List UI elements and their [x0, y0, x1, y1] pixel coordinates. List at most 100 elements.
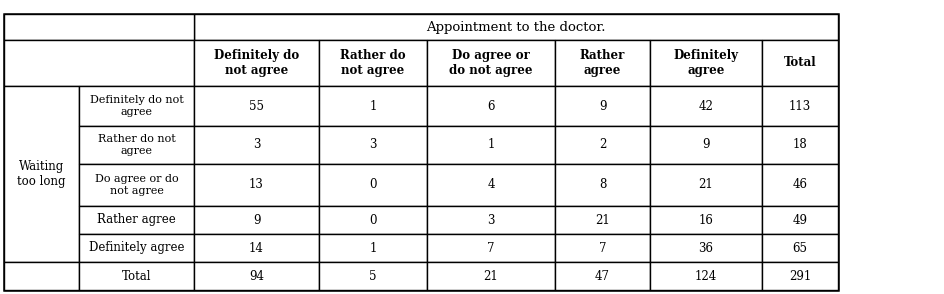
Bar	[319, 206, 427, 234]
Bar	[650, 262, 762, 290]
Text: 9: 9	[702, 138, 710, 151]
Bar	[319, 86, 427, 126]
Text: 47: 47	[595, 270, 610, 283]
Text: Rather do not
agree: Rather do not agree	[97, 134, 176, 156]
Text: 46: 46	[793, 178, 807, 191]
Bar	[650, 126, 762, 164]
Bar	[79, 206, 194, 234]
Text: 7: 7	[487, 241, 495, 255]
Bar	[762, 206, 838, 234]
Text: Definitely do not
agree: Definitely do not agree	[90, 95, 183, 117]
Text: 1: 1	[369, 99, 377, 113]
Bar	[555, 206, 650, 234]
Bar	[194, 234, 319, 262]
Bar	[762, 164, 838, 206]
Bar	[194, 40, 319, 86]
Text: 3: 3	[369, 138, 377, 151]
Text: 55: 55	[249, 99, 264, 113]
Bar	[79, 262, 194, 290]
Bar	[79, 126, 194, 164]
Bar	[79, 86, 194, 126]
Text: 21: 21	[699, 178, 714, 191]
Text: 16: 16	[699, 213, 714, 226]
Text: 2: 2	[598, 138, 606, 151]
Text: Definitely
agree: Definitely agree	[673, 49, 738, 77]
Text: Do agree or do
not agree: Do agree or do not agree	[94, 174, 178, 196]
Bar	[427, 40, 555, 86]
Text: Appointment to the doctor.: Appointment to the doctor.	[427, 21, 606, 34]
Bar	[194, 206, 319, 234]
Text: 113: 113	[789, 99, 811, 113]
Text: 124: 124	[695, 270, 717, 283]
Bar	[4, 14, 838, 290]
Bar	[650, 164, 762, 206]
Text: 9: 9	[253, 213, 261, 226]
Text: Do agree or
do not agree: Do agree or do not agree	[449, 49, 532, 77]
Bar	[4, 86, 79, 262]
Text: 0: 0	[369, 213, 377, 226]
Text: 36: 36	[699, 241, 714, 255]
Text: 65: 65	[793, 241, 807, 255]
Bar	[650, 40, 762, 86]
Bar	[194, 86, 319, 126]
Bar	[427, 164, 555, 206]
Text: 49: 49	[793, 213, 807, 226]
Bar	[762, 86, 838, 126]
Text: 42: 42	[699, 99, 714, 113]
Bar	[427, 262, 555, 290]
Text: 4: 4	[487, 178, 495, 191]
Text: Definitely do
not agree: Definitely do not agree	[214, 49, 299, 77]
Text: 3: 3	[253, 138, 261, 151]
Bar	[762, 234, 838, 262]
Bar	[555, 262, 650, 290]
Bar	[4, 262, 79, 290]
Bar	[194, 262, 319, 290]
Bar	[650, 206, 762, 234]
Bar	[555, 86, 650, 126]
Bar	[319, 164, 427, 206]
Bar	[319, 234, 427, 262]
Bar	[4, 40, 194, 86]
Text: 7: 7	[598, 241, 606, 255]
Text: Rather do
not agree: Rather do not agree	[340, 49, 406, 77]
Text: 0: 0	[369, 178, 377, 191]
Bar	[555, 234, 650, 262]
Text: 13: 13	[249, 178, 264, 191]
Bar	[194, 126, 319, 164]
Bar	[762, 262, 838, 290]
Bar	[555, 164, 650, 206]
Text: 21: 21	[595, 213, 610, 226]
Text: 9: 9	[598, 99, 606, 113]
Bar	[427, 86, 555, 126]
Text: Rather
agree: Rather agree	[580, 49, 625, 77]
Text: Waiting
too long: Waiting too long	[17, 160, 66, 188]
Bar	[79, 234, 194, 262]
Text: 8: 8	[598, 178, 606, 191]
Bar	[650, 86, 762, 126]
Text: 94: 94	[249, 270, 264, 283]
Text: 291: 291	[789, 270, 811, 283]
Text: 6: 6	[487, 99, 495, 113]
Bar	[194, 14, 838, 40]
Text: 1: 1	[487, 138, 495, 151]
Text: 14: 14	[249, 241, 264, 255]
Bar	[4, 14, 194, 40]
Text: Rather agree: Rather agree	[97, 213, 176, 226]
Bar	[427, 206, 555, 234]
Bar	[319, 40, 427, 86]
Bar	[762, 40, 838, 86]
Bar	[79, 164, 194, 206]
Bar	[194, 164, 319, 206]
Text: 18: 18	[793, 138, 807, 151]
Bar	[319, 262, 427, 290]
Text: 3: 3	[487, 213, 495, 226]
Text: 5: 5	[369, 270, 377, 283]
Bar	[762, 126, 838, 164]
Text: 1: 1	[369, 241, 377, 255]
Bar	[555, 126, 650, 164]
Bar	[427, 234, 555, 262]
Text: Total: Total	[122, 270, 151, 283]
Bar	[319, 126, 427, 164]
Text: Total: Total	[784, 56, 817, 69]
Bar	[555, 40, 650, 86]
